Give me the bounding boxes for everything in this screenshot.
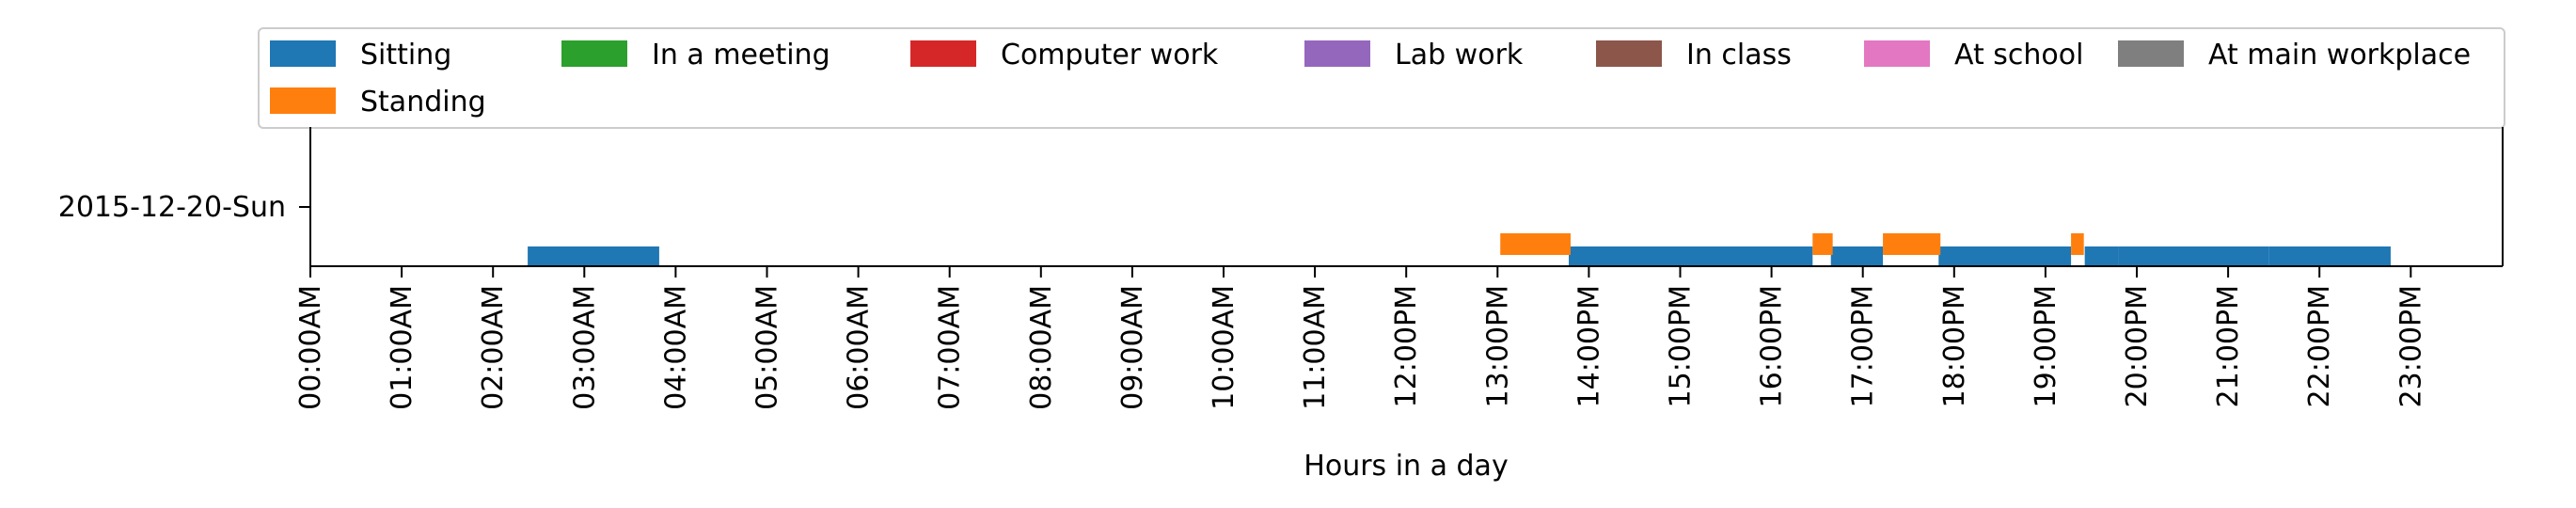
axes (309, 127, 2504, 267)
x-tick-label: 17:00PM (1847, 285, 1880, 407)
legend-label-in-class: In class (1686, 39, 1792, 71)
legend-label-lab-work: Lab work (1395, 39, 1524, 71)
bar-sitting-6 (2118, 246, 2269, 266)
x-tick-label: 14:00PM (1572, 285, 1605, 407)
x-tick-label: 23:00PM (2394, 285, 2427, 407)
x-tick-label: 00:00AM (294, 285, 327, 410)
legend-swatch-standing (270, 87, 336, 114)
activity-bars (528, 233, 2391, 266)
x-tick-label: 21:00PM (2212, 285, 2245, 407)
bar-sitting-2 (1569, 246, 1813, 266)
x-ticks: 00:00AM 01:00AM 02:00AM 03:00AM 04:00AM 05:00… (294, 266, 2427, 410)
x-tick-label: 04:00AM (659, 285, 692, 410)
x-tick-label: 15:00PM (1665, 285, 1698, 407)
x-axis-label: Hours in a day (1304, 450, 1508, 483)
legend-swatch-sitting (270, 40, 336, 67)
bar-sitting-4 (1938, 246, 2072, 266)
x-tick-label: 09:00AM (1116, 285, 1149, 410)
legend: Sitting In a meeting Computer work Lab work… (258, 27, 2505, 129)
legend-frame (258, 27, 2505, 129)
x-tick-label: 08:00AM (1025, 285, 1058, 410)
y-ticks: 2015-12-20-Sun (58, 191, 310, 224)
x-tick-label: 22:00PM (2303, 285, 2336, 407)
legend-label-at-main-workplace: At main workplace (2208, 39, 2471, 71)
legend-swatch-lab-work (1304, 40, 1370, 67)
legend-swatch-computer-work (910, 40, 976, 67)
x-tick-label: 01:00AM (386, 285, 419, 410)
legend-label-in-a-meeting: In a meeting (652, 39, 830, 71)
x-tick-label: 12:00PM (1390, 285, 1423, 407)
x-tick-label: 03:00AM (568, 285, 601, 410)
bar-sitting-5 (2084, 246, 2119, 266)
x-tick-label: 05:00AM (751, 285, 784, 410)
legend-label-computer-work: Computer work (1001, 39, 1219, 71)
x-tick-label: 18:00PM (1938, 285, 1971, 407)
legend-label-sitting: Sitting (360, 39, 451, 71)
x-tick-label: 07:00AM (934, 285, 967, 410)
x-tick-label: 16:00PM (1756, 285, 1789, 407)
x-tick-label: 11:00AM (1299, 285, 1332, 410)
y-tick-label: 2015-12-20-Sun (58, 191, 286, 224)
legend-swatch-in-class (1596, 40, 1662, 67)
bar-sitting-3 (1830, 246, 1884, 266)
x-tick-label: 02:00AM (477, 285, 510, 410)
bar-standing-2 (1812, 233, 1833, 255)
bar-standing-3 (1883, 233, 1941, 255)
x-tick-label: 13:00PM (1481, 285, 1514, 407)
x-tick-label: 20:00PM (2121, 285, 2154, 407)
bar-sitting-7 (2268, 246, 2391, 266)
bar-standing-1 (1500, 233, 1571, 255)
bar-standing-4 (2071, 233, 2084, 255)
legend-swatch-in-a-meeting (561, 40, 627, 67)
legend-swatch-at-main-workplace (2118, 40, 2184, 67)
x-tick-label: 06:00AM (843, 285, 876, 410)
legend-label-standing: Standing (360, 86, 486, 119)
bar-sitting-1 (528, 246, 659, 266)
legend-swatch-at-school (1864, 40, 1930, 67)
x-tick-label: 10:00AM (1208, 285, 1241, 410)
legend-label-at-school: At school (1954, 39, 2083, 71)
x-tick-label: 19:00PM (2030, 285, 2062, 407)
